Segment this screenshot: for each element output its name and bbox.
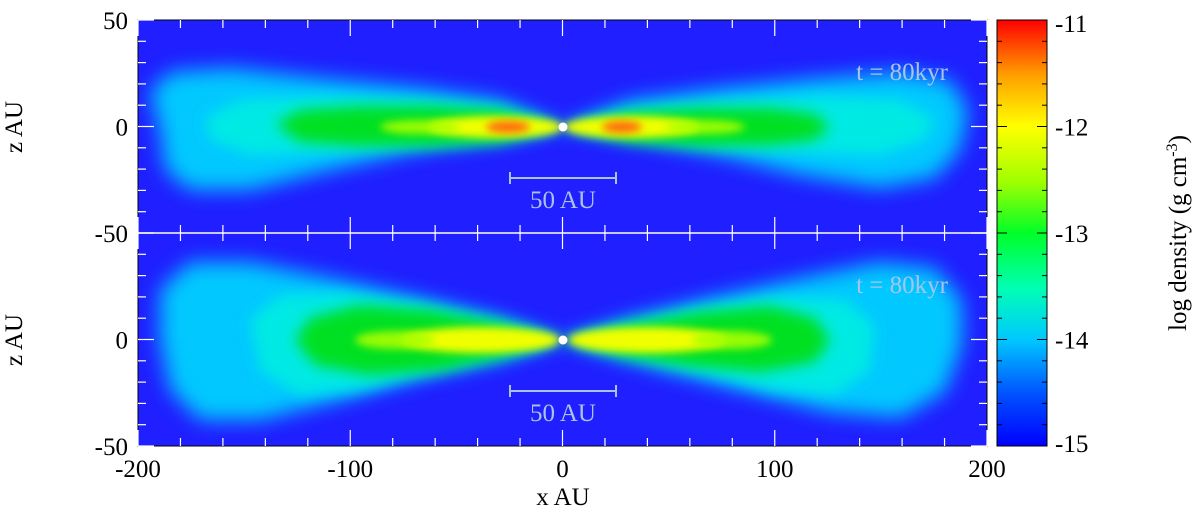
colorbar-tick-label: -12 — [1055, 115, 1088, 142]
colorbar-title-main: log density (g cm — [1165, 156, 1192, 331]
bottom-midplane-outer-right — [692, 331, 772, 349]
x-tick-label: 200 — [968, 456, 1006, 483]
top-central-star — [558, 122, 568, 132]
top-peak-left — [486, 121, 530, 133]
y-tick-label: 50 — [103, 8, 128, 35]
panel-bottom: 50 AU t = 80kyr — [137, 232, 988, 447]
colorbar-title: log density (g cm-3) — [1164, 135, 1192, 331]
colorbar-tick-label: -13 — [1055, 221, 1088, 248]
axis-tick-labels: 500-500-50-200 -100 0 100 200 — [95, 8, 1006, 483]
top-peak-right — [602, 121, 642, 133]
x-tick-label: 0 — [556, 456, 569, 483]
y-tick-label: 0 — [116, 328, 129, 355]
top-midplane-outer-right — [665, 120, 745, 134]
panel-top: 50 AU t = 80kyr — [137, 19, 988, 234]
top-time-label: t = 80kyr — [856, 59, 949, 86]
colorbar: -11 -12 -13 -14 -15 log density (g cm-3) — [996, 11, 1192, 458]
y-tick-label: -50 — [95, 434, 128, 461]
top-midplane-outer-left — [380, 120, 460, 134]
axis-ticks — [137, 19, 988, 447]
colorbar-title-superscript: -3 — [1164, 143, 1181, 156]
x-tick-label: -200 — [115, 456, 161, 483]
bottom-scale-bar — [509, 385, 617, 397]
bottom-y-axis-title: z AU — [1, 314, 28, 366]
bottom-time-label: t = 80kyr — [856, 272, 949, 299]
bottom-midplane-left — [400, 327, 560, 353]
bottom-central-star — [558, 335, 568, 345]
bottom-midplane-outer-left — [355, 331, 435, 349]
x-axis-title: x AU — [536, 484, 589, 511]
y-tick-label: 0 — [116, 115, 129, 142]
top-scale-bar-label: 50 AU — [530, 187, 596, 214]
colorbar-tick-label: -11 — [1055, 11, 1087, 38]
bottom-midplane-right — [568, 327, 728, 353]
colorbar-title-tail: ) — [1165, 135, 1192, 143]
colorbar-tick-label: -14 — [1055, 328, 1089, 355]
x-tick-label: -100 — [327, 456, 373, 483]
top-scale-bar — [509, 172, 617, 184]
top-y-axis-title: z AU — [1, 101, 28, 153]
x-tick-label: 100 — [756, 456, 794, 483]
y-tick-label: -50 — [95, 221, 128, 248]
bottom-scale-bar-label: 50 AU — [530, 400, 596, 427]
colorbar-tick-label: -15 — [1055, 431, 1088, 458]
colorbar-ticks: -11 -12 -13 -14 -15 — [997, 11, 1089, 458]
